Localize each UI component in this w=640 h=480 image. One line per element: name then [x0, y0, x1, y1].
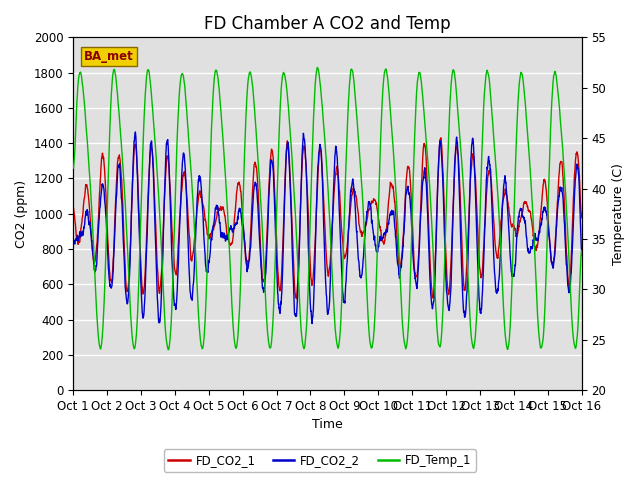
- Y-axis label: Temperature (C): Temperature (C): [612, 163, 625, 264]
- X-axis label: Time: Time: [312, 419, 343, 432]
- Legend: FD_CO2_1, FD_CO2_2, FD_Temp_1: FD_CO2_1, FD_CO2_2, FD_Temp_1: [164, 449, 476, 472]
- Text: BA_met: BA_met: [84, 50, 134, 63]
- Y-axis label: CO2 (ppm): CO2 (ppm): [15, 180, 28, 248]
- Title: FD Chamber A CO2 and Temp: FD Chamber A CO2 and Temp: [204, 15, 451, 33]
